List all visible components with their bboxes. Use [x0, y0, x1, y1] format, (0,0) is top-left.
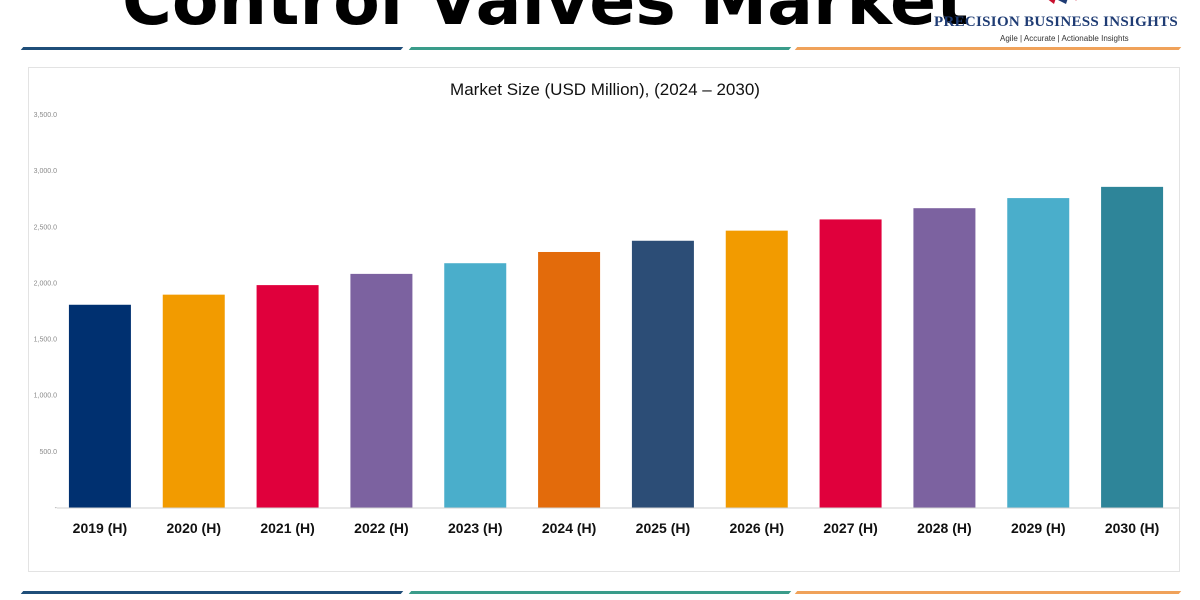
bottom-divider-stripe: [0, 591, 1200, 597]
logo-mark-icon: [1048, 0, 1077, 4]
bar: [444, 263, 507, 508]
brand-logo: PRECISION BUSINESS INSIGHTS Agile | Accu…: [930, 0, 1200, 46]
x-tick-label: 2025 (H): [636, 520, 690, 536]
stripe-segment-teal: [408, 591, 792, 594]
x-tick-label: 2024 (H): [542, 520, 596, 536]
chart-panel: Market Size (USD Million), (2024 – 2030)…: [28, 67, 1180, 572]
y-tick-label: 1,000.0: [34, 393, 57, 400]
y-tick-label: 2,000.0: [34, 280, 57, 287]
bar: [538, 251, 601, 508]
bar: [1007, 198, 1070, 508]
x-tick-label: 2029 (H): [1011, 520, 1065, 536]
stripe-segment-orange: [794, 591, 1182, 594]
x-tick-label: 2023 (H): [448, 520, 502, 536]
stripe-segment-teal: [408, 47, 792, 50]
y-tick-label: 3,000.0: [34, 168, 57, 175]
x-tick-label: 2020 (H): [167, 520, 221, 536]
bar: [350, 273, 413, 508]
y-axis: - 500.0 1,000.0 1,500.0 2,000.0 2,500.0 3,000.…: [34, 112, 58, 512]
y-tick-label: 3,500.0: [34, 112, 57, 119]
x-axis: 2019 (H) 2020 (H) 2021 (H) 2022 (H) 2023 (H)…: [57, 507, 1179, 536]
bar: [1101, 186, 1164, 508]
y-tick-label: 500.0: [39, 449, 57, 456]
x-tick-label: 2021 (H): [260, 520, 314, 536]
x-tick-label: 2030 (H): [1105, 520, 1159, 536]
bar: [256, 285, 319, 508]
bar: [162, 294, 225, 508]
logo-name: PRECISION BUSINESS INSIGHTS: [934, 14, 1179, 30]
bar: [631, 240, 694, 508]
bar: [725, 230, 788, 508]
x-tick-label: 2019 (H): [73, 520, 127, 536]
x-tick-label: 2026 (H): [730, 520, 784, 536]
stripe-segment-navy: [20, 47, 404, 50]
y-tick-label: -: [55, 505, 58, 512]
x-tick-label: 2022 (H): [354, 520, 408, 536]
x-tick-label: 2027 (H): [823, 520, 877, 536]
logo-tagline: Agile | Accurate | Actionable Insights: [1000, 34, 1129, 43]
y-tick-label: 2,500.0: [34, 224, 57, 231]
chart-title: Market Size (USD Million), (2024 – 2030): [450, 80, 760, 99]
bar-chart: Market Size (USD Million), (2024 – 2030)…: [34, 80, 1179, 536]
x-tick-label: 2028 (H): [917, 520, 971, 536]
stripe-segment-navy: [20, 591, 404, 594]
page-title: Control Valves Market: [122, 0, 969, 41]
bar: [913, 208, 976, 508]
bar: [68, 304, 131, 508]
bar: [819, 219, 882, 508]
stripe-segment-orange: [794, 47, 1182, 50]
top-divider-stripe: [0, 47, 1200, 53]
y-tick-label: 1,500.0: [34, 337, 57, 344]
bar-series: [68, 186, 1164, 508]
